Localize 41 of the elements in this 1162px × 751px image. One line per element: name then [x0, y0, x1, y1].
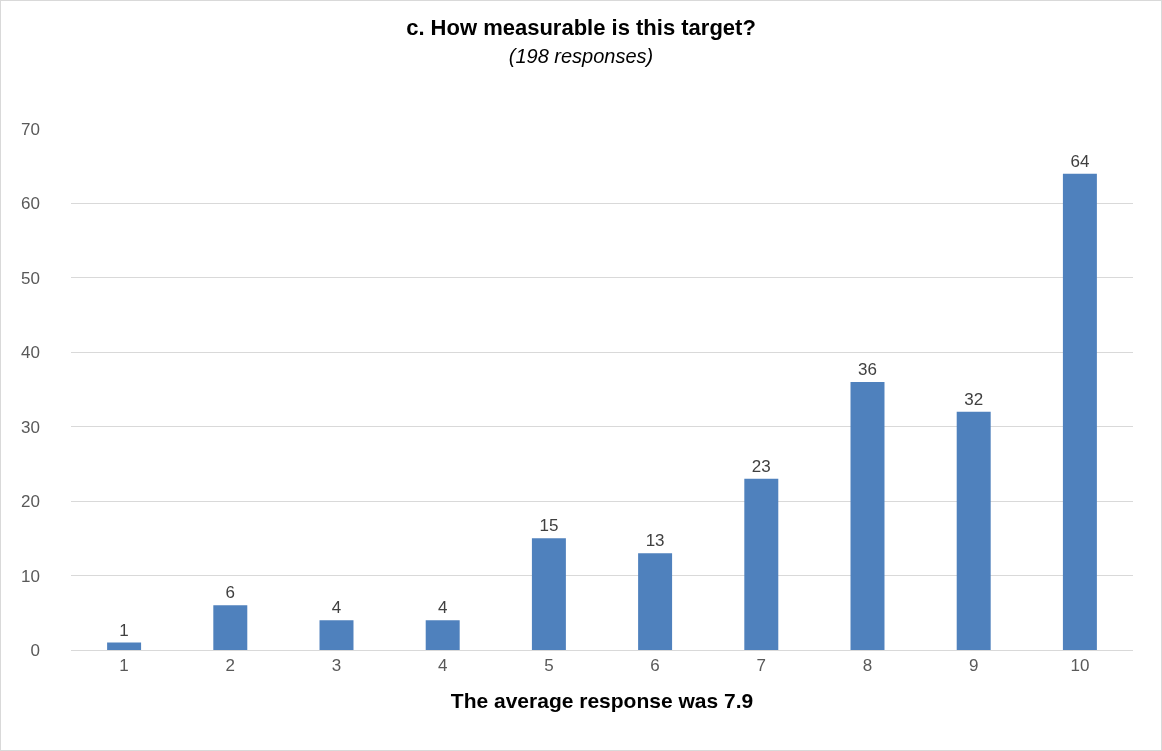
data-label: 13	[645, 531, 665, 551]
chart-subtitle: (198 responses)	[508, 45, 654, 68]
x-axis-title: The average response was 7.9	[450, 688, 754, 712]
bar	[107, 642, 142, 650]
x-tick-label: 3	[331, 656, 342, 676]
y-tick-label: 10	[21, 566, 40, 586]
bar	[744, 478, 779, 650]
x-tick-label: 5	[544, 656, 554, 676]
data-label: 4	[331, 598, 342, 618]
bar	[531, 538, 566, 650]
chart-title: c. How measurable is this target?	[406, 14, 756, 40]
bar	[319, 620, 354, 650]
bar	[213, 605, 248, 650]
x-tick-label: 2	[225, 656, 236, 676]
bar	[1062, 173, 1097, 650]
data-label: 64	[1070, 151, 1090, 171]
bar	[638, 553, 673, 650]
bar	[850, 382, 885, 650]
x-tick-label: 9	[968, 656, 979, 676]
x-tick-label: 4	[437, 656, 448, 676]
bar	[425, 620, 460, 650]
data-label: 23	[751, 456, 771, 476]
data-label: 4	[437, 598, 448, 618]
x-tick-label: 10	[1070, 656, 1090, 676]
y-tick-label: 70	[21, 119, 40, 139]
x-tick-label: 1	[119, 656, 129, 676]
data-label: 1	[119, 620, 129, 640]
y-tick-label: 30	[21, 417, 40, 437]
y-tick-label: 60	[21, 194, 40, 214]
y-tick-label: 40	[21, 343, 40, 363]
bar	[956, 411, 991, 650]
x-tick-label: 6	[650, 656, 660, 676]
data-label: 6	[225, 583, 236, 603]
x-tick-label: 8	[862, 656, 873, 676]
y-tick-label: 20	[21, 492, 40, 512]
y-tick-label: 50	[21, 268, 40, 288]
y-tick-label: 0	[30, 640, 40, 660]
data-label: 36	[858, 360, 877, 380]
data-label: 32	[964, 389, 984, 409]
data-label: 15	[539, 516, 559, 536]
x-tick-label: 7	[756, 656, 767, 676]
